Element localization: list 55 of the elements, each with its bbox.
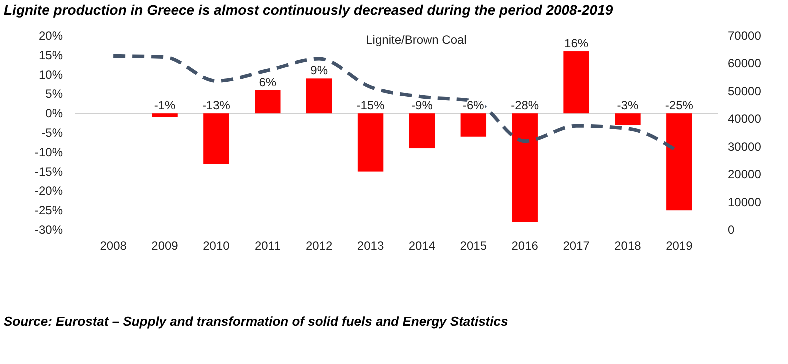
data-label: -15% bbox=[356, 98, 386, 113]
y2-tick-label: 10000 bbox=[728, 195, 762, 210]
y2-tick-label: 50000 bbox=[728, 84, 762, 98]
y-tick-label: 5% bbox=[46, 87, 64, 102]
y-tick-label: 20% bbox=[38, 29, 64, 43]
y-tick-label: 15% bbox=[38, 48, 64, 62]
data-label: -3% bbox=[617, 98, 639, 113]
bar bbox=[204, 114, 230, 164]
y2-tick-label: 60000 bbox=[728, 56, 762, 71]
x-tick-label: 2010 bbox=[203, 239, 230, 253]
bar bbox=[306, 78, 332, 114]
bar bbox=[460, 114, 487, 137]
data-label: 9% bbox=[310, 64, 328, 78]
bar bbox=[255, 90, 281, 114]
x-tick-label: 2008 bbox=[100, 239, 128, 253]
x-tick-label: 2018 bbox=[614, 239, 642, 253]
chart-title: Lignite production in Greece is almost continuously decreased during the period 2008-2019 bbox=[4, 2, 614, 18]
y-tick-label: -20% bbox=[34, 184, 64, 198]
y-tick-label: 0% bbox=[46, 106, 64, 121]
bar bbox=[152, 114, 178, 118]
y-tick-label: -15% bbox=[34, 164, 64, 179]
x-tick-label: 2015 bbox=[460, 239, 488, 253]
x-tick-label: 2013 bbox=[357, 239, 384, 253]
bar bbox=[564, 52, 590, 114]
data-label: -9% bbox=[412, 98, 434, 113]
bar bbox=[358, 114, 384, 172]
chart-subtitle: Lignite/Brown Coal bbox=[366, 33, 467, 47]
y2-tick-label: 20000 bbox=[728, 168, 762, 182]
data-label: -1% bbox=[154, 98, 176, 113]
data-label: 16% bbox=[564, 36, 589, 51]
source-note: Source: Eurostat – Supply and transformation of solid fuels and Energy Statistics bbox=[4, 314, 508, 329]
x-tick-label: 2012 bbox=[306, 239, 334, 253]
data-label: -25% bbox=[665, 98, 694, 113]
data-label: 6% bbox=[259, 75, 277, 90]
x-tick-label: 2014 bbox=[408, 239, 436, 253]
x-tick-label: 2011 bbox=[254, 239, 282, 253]
x-tick-label: 2016 bbox=[512, 239, 539, 253]
x-tick-label: 2019 bbox=[666, 239, 694, 253]
y-tick-label: -25% bbox=[34, 204, 64, 218]
data-label: -13% bbox=[202, 98, 231, 113]
y-tick-label: -30% bbox=[34, 223, 64, 237]
y2-tick-label: 0 bbox=[728, 223, 735, 237]
x-tick-label: 2009 bbox=[152, 239, 179, 253]
bar bbox=[666, 114, 692, 211]
bar bbox=[512, 114, 538, 222]
y2-tick-label: 30000 bbox=[728, 140, 762, 154]
y-tick-label: 10% bbox=[38, 68, 64, 82]
data-label: -28% bbox=[511, 98, 540, 113]
y2-tick-label: 70000 bbox=[728, 29, 762, 43]
bar bbox=[615, 114, 641, 126]
bar bbox=[409, 114, 436, 149]
y-tick-label: -10% bbox=[34, 145, 64, 160]
x-tick-label: 2017 bbox=[563, 239, 590, 253]
y-tick-label: -5% bbox=[42, 126, 64, 140]
y2-tick-label: 40000 bbox=[728, 112, 762, 126]
